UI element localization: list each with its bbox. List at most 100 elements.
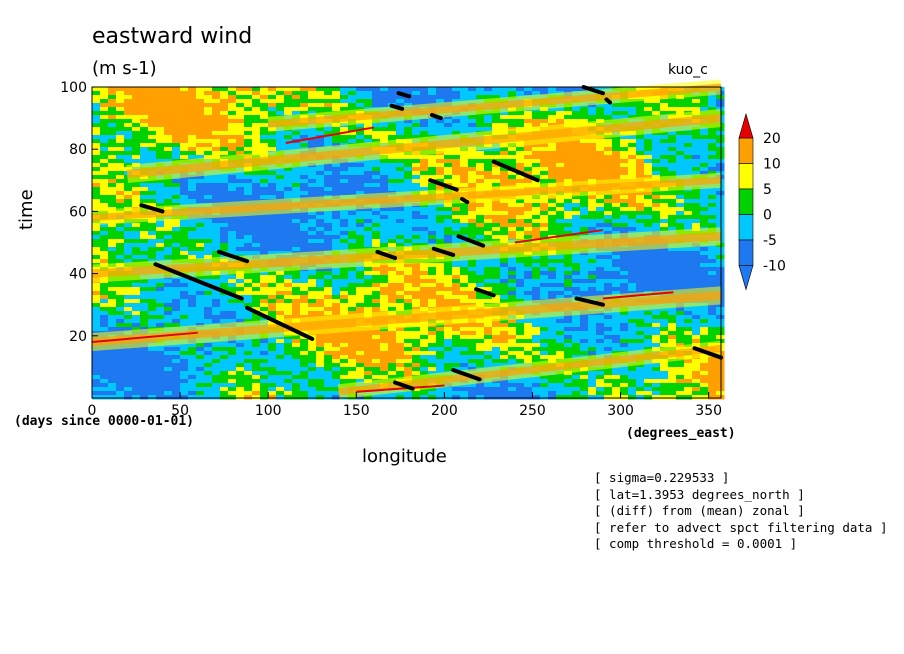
- heatmap-cell: [316, 235, 325, 240]
- heatmap-cell: [204, 131, 213, 136]
- heatmap-cell: [556, 263, 565, 268]
- heatmap-cell: [404, 263, 413, 268]
- heatmap-cell: [692, 335, 701, 340]
- heatmap-cell: [148, 99, 157, 104]
- heatmap-cell: [396, 159, 405, 164]
- heatmap-cell: [476, 215, 485, 220]
- heatmap-cell: [316, 219, 325, 224]
- heatmap-cell: [588, 203, 597, 208]
- heatmap-cell: [564, 319, 573, 324]
- heatmap-cell: [220, 87, 229, 92]
- heatmap-cell: [188, 287, 197, 292]
- heatmap-cell: [428, 99, 437, 104]
- heatmap-cell: [452, 327, 461, 332]
- heatmap-cell: [676, 311, 685, 316]
- heatmap-cell: [484, 323, 493, 328]
- heatmap-cell: [580, 331, 589, 336]
- heatmap-cell: [452, 99, 461, 104]
- heatmap-cell: [348, 227, 357, 232]
- heatmap-cell: [452, 291, 461, 296]
- heatmap-cell: [300, 195, 309, 200]
- heatmap-cell: [572, 147, 581, 152]
- heatmap-cell: [452, 91, 461, 96]
- heatmap-cell: [500, 331, 509, 336]
- heatmap-cell: [556, 199, 565, 204]
- heatmap-cell: [500, 295, 509, 300]
- heatmap-cell: [484, 227, 493, 232]
- heatmap-cell: [644, 99, 653, 104]
- heatmap-cell: [428, 235, 437, 240]
- heatmap-cell: [532, 235, 541, 240]
- heatmap-cell: [652, 147, 661, 152]
- heatmap-cell: [236, 311, 245, 316]
- heatmap-cell: [676, 135, 685, 140]
- heatmap-cell: [308, 243, 317, 248]
- heatmap-cell: [324, 183, 333, 188]
- heatmap-cell: [596, 323, 605, 328]
- heatmap-cell: [324, 127, 333, 132]
- heatmap-cell: [412, 227, 421, 232]
- heatmap-cell: [396, 239, 405, 244]
- heatmap-cell: [700, 99, 709, 104]
- heatmap-cell: [644, 199, 653, 204]
- heatmap-cell: [460, 327, 469, 332]
- heatmap-cell: [580, 279, 589, 284]
- heatmap-cell: [100, 187, 109, 192]
- heatmap-cell: [548, 283, 557, 288]
- heatmap-cell: [516, 207, 525, 212]
- heatmap-cell: [148, 239, 157, 244]
- heatmap-cell: [556, 159, 565, 164]
- heatmap-cell: [100, 227, 109, 232]
- heatmap-cell: [524, 287, 533, 292]
- heatmap-cell: [452, 263, 461, 268]
- heatmap-cell: [244, 339, 253, 344]
- heatmap-cell: [108, 315, 117, 320]
- heatmap-cell: [100, 115, 109, 120]
- heatmap-cell: [172, 95, 181, 100]
- heatmap-cell: [572, 315, 581, 320]
- heatmap-cell: [532, 123, 541, 128]
- heatmap-cell: [500, 223, 509, 228]
- heatmap-cell: [196, 123, 205, 128]
- heatmap-cell: [660, 207, 669, 212]
- heatmap-cell: [188, 303, 197, 308]
- heatmap-cell: [100, 103, 109, 108]
- heatmap-cell: [644, 143, 653, 148]
- heatmap-cell: [452, 335, 461, 340]
- heatmap-cell: [516, 211, 525, 216]
- heatmap-cell: [404, 163, 413, 168]
- heatmap-cell: [436, 127, 445, 132]
- heatmap-cell: [436, 295, 445, 300]
- heatmap-cell: [660, 199, 669, 204]
- heatmap-cell: [308, 135, 317, 140]
- heatmap-cell: [348, 235, 357, 240]
- heatmap-cell: [676, 107, 685, 112]
- heatmap-cell: [516, 331, 525, 336]
- heatmap-cell: [708, 275, 717, 280]
- heatmap-cell: [260, 91, 269, 96]
- heatmap-cell: [172, 239, 181, 244]
- heatmap-cell: [164, 115, 173, 120]
- heatmap-cell: [620, 175, 629, 180]
- heatmap-cell: [92, 235, 101, 240]
- heatmap-cell: [500, 91, 509, 96]
- heatmap-cell: [100, 191, 109, 196]
- heatmap-cell: [500, 199, 509, 204]
- heatmap-cell: [660, 163, 669, 168]
- heatmap-cell: [484, 179, 493, 184]
- heatmap-cell: [572, 275, 581, 280]
- heatmap-cell: [468, 215, 477, 220]
- heatmap-cell: [372, 295, 381, 300]
- heatmap-cell: [612, 279, 621, 284]
- heatmap-cell: [252, 147, 261, 152]
- heatmap-cell: [452, 131, 461, 136]
- heatmap-cell: [316, 307, 325, 312]
- heatmap-cell: [276, 139, 285, 144]
- heatmap-cell: [476, 175, 485, 180]
- heatmap-cell: [404, 271, 413, 276]
- heatmap-cell: [492, 295, 501, 300]
- heatmap-cell: [276, 299, 285, 304]
- heatmap-cell: [468, 91, 477, 96]
- heatmap-cell: [508, 231, 517, 236]
- heatmap-cell: [108, 163, 117, 168]
